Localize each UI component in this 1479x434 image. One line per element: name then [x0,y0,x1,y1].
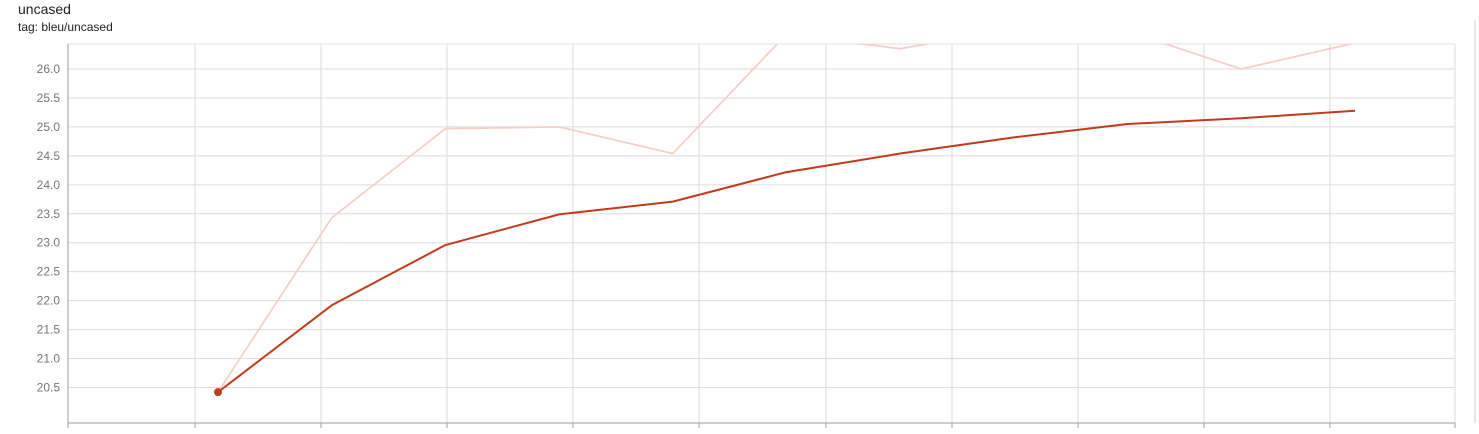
y-tick-label: 24.0 [37,178,61,192]
y-tick-label: 23.5 [37,207,61,221]
y-tick-label: 25.0 [37,120,61,134]
y-tick-label: 21.0 [37,352,61,366]
y-tick-label: 22.5 [37,265,61,279]
y-tick-label: 25.5 [37,91,61,105]
smoothed-series-line [217,109,1356,393]
y-tick-label: 23.0 [37,236,61,250]
y-tick-label: 26.0 [37,62,61,76]
y-tick-label: 20.5 [37,381,61,395]
chart-title: uncased [18,1,71,17]
chart-subtitle: tag: bleu/uncased [18,20,113,34]
y-tick-label: 24.5 [37,149,61,163]
highlighted-data-point [214,388,222,397]
y-tick-label: 21.5 [37,323,61,337]
raw-series-line [217,44,1355,393]
y-tick-label: 22.0 [37,294,61,308]
